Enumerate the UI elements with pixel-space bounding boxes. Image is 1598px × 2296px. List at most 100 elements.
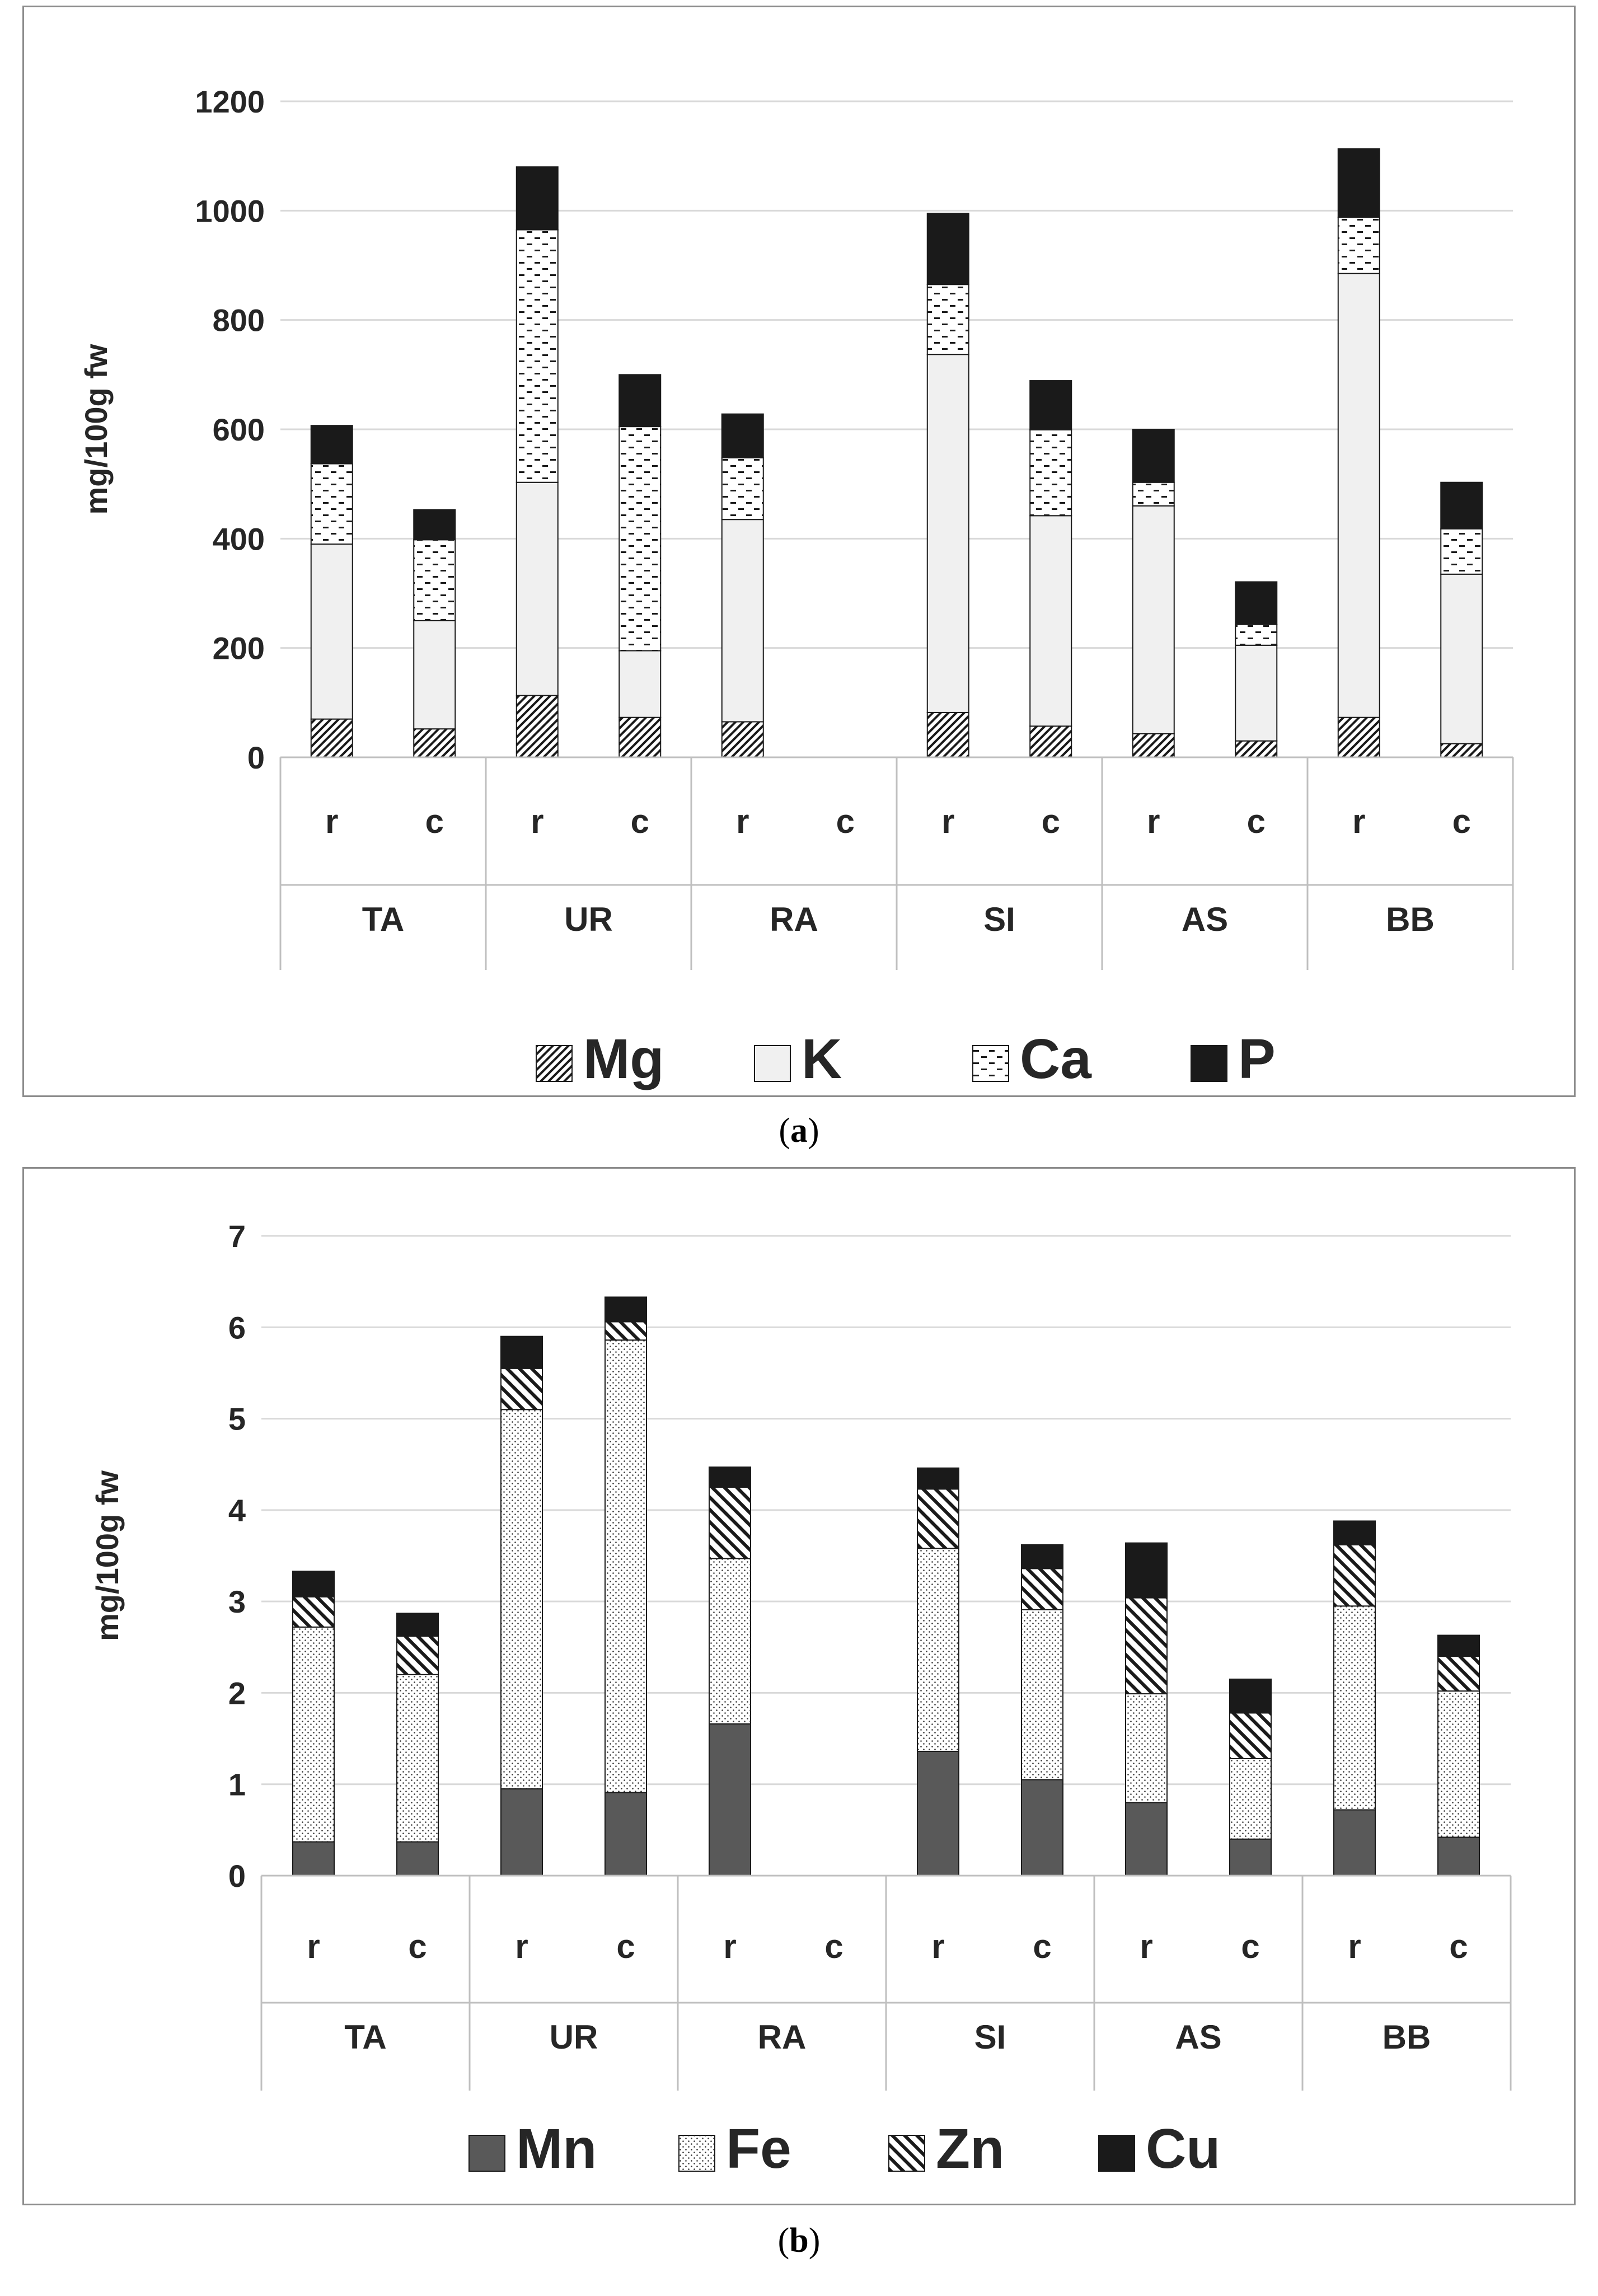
bar-segment-k-si-c <box>1029 515 1072 727</box>
bar-segment-zn-si-c <box>1021 1568 1063 1610</box>
legend-label-mn: Mn <box>516 2117 597 2180</box>
legend-item-p: P <box>1191 1028 1276 1090</box>
chart-a-svg: 0 200 400 600 800 1000 1200 mg/100g fw r c TA r c UR r… <box>78 84 1514 1090</box>
bar-segment-zn-bb-r <box>1333 1544 1376 1607</box>
bar-segment-cu-ta-c <box>396 1613 439 1637</box>
bar-segment-zn-as-r <box>1125 1597 1168 1695</box>
bar-segment-p-bb-c <box>1440 481 1483 530</box>
x-subcategory-label: c <box>616 1928 635 1965</box>
caption-b-label: b <box>789 2222 809 2260</box>
x-subcategory-label: c <box>824 1928 843 1965</box>
x-group-label: RA <box>758 2018 807 2056</box>
x-subcategory-label: r <box>1147 803 1160 840</box>
bar-segment-p-ta-c <box>413 509 456 541</box>
x-group-label: SI <box>983 901 1015 938</box>
legend-swatch-mg <box>536 1045 573 1082</box>
x-subcategory-label: r <box>1352 803 1365 840</box>
bar-segment-zn-ur-r <box>500 1367 543 1411</box>
bar-segment-zn-as-c <box>1229 1712 1272 1759</box>
legend-swatch-mn <box>468 2135 505 2172</box>
y-tick-label: 800 <box>213 303 265 338</box>
bar-segment-mn-ta-c <box>396 1841 439 1876</box>
y-tick-label: 4 <box>228 1493 246 1528</box>
x-subcategory-label: r <box>1140 1928 1152 1965</box>
bar-segment-p-ur-c <box>618 374 662 428</box>
bar-segment-ca-bb-r <box>1337 217 1380 274</box>
bar-segment-mn-as-r <box>1125 1802 1168 1877</box>
caption-b-open: ( <box>777 2222 790 2260</box>
x-subcategory-label: r <box>1348 1928 1361 1965</box>
x-group-label: BB <box>1383 2018 1431 2056</box>
x-subcategory-label: c <box>408 1928 427 1965</box>
bar-segment-cu-ur-r <box>500 1336 543 1369</box>
bar-segment-mg-bb-r <box>1337 716 1380 758</box>
legend-swatch-cu <box>1098 2135 1135 2172</box>
x-subcategory-label: r <box>515 1928 528 1965</box>
bar-segment-p-ur-r <box>516 166 559 231</box>
caption-b: (b) <box>0 2221 1598 2261</box>
x-subcategory-label: r <box>736 803 749 840</box>
bar-segment-zn-si-r <box>917 1488 959 1549</box>
bar-segment-mn-bb-c <box>1437 1836 1480 1877</box>
legend-swatch-k <box>754 1045 791 1082</box>
x-group-label: SI <box>974 2018 1006 2056</box>
bar-segment-fe-ra-r <box>709 1558 751 1725</box>
legend-label-fe: Fe <box>726 2117 791 2180</box>
bar-segment-cu-ra-r <box>709 1466 751 1488</box>
legend-item-cu: Cu <box>1098 2117 1220 2180</box>
bar-segment-mg-bb-c <box>1440 743 1483 758</box>
legend-item-fe: Fe <box>678 2117 791 2180</box>
caption-a-label: a <box>790 1112 808 1150</box>
y-axis-title: mg/100g fw <box>78 344 114 514</box>
caption-a-open: ( <box>779 1112 790 1150</box>
bar-segment-zn-ta-r <box>292 1596 335 1628</box>
x-group-label: UR <box>550 2018 598 2056</box>
bar-segment-ca-si-c <box>1029 429 1072 517</box>
x-group-label: UR <box>564 901 613 938</box>
x-group-label: TA <box>362 901 405 938</box>
bar-segment-cu-as-r <box>1125 1542 1168 1599</box>
bar-segment-zn-ta-c <box>396 1636 439 1675</box>
bar-segment-fe-si-c <box>1021 1609 1063 1780</box>
x-subcategory-label: c <box>1449 1928 1468 1965</box>
y-tick-label: 2 <box>228 1675 246 1711</box>
bar-segment-fe-bb-r <box>1333 1605 1376 1811</box>
y-tick-label: 1000 <box>195 193 265 228</box>
x-subcategory-label: r <box>325 803 338 840</box>
y-tick-label: 400 <box>213 521 265 556</box>
bar-segment-cu-bb-c <box>1437 1634 1480 1657</box>
bar-segment-mg-ta-r <box>310 718 353 758</box>
bar-segment-cu-ur-c <box>604 1296 647 1323</box>
bar-segment-p-as-r <box>1132 429 1175 483</box>
x-subcategory-label: c <box>631 803 649 840</box>
x-group-label: TA <box>344 2018 387 2056</box>
bar-segment-mg-as-c <box>1235 740 1278 758</box>
bar-segment-mn-as-c <box>1229 1838 1272 1876</box>
legend-swatch-fe <box>678 2135 715 2172</box>
bar-segment-k-as-r <box>1132 505 1175 735</box>
x-group-label: BB <box>1386 901 1435 938</box>
x-subcategory-label: r <box>307 1928 320 1965</box>
bar-segment-p-ta-r <box>310 425 353 465</box>
bar-segment-k-bb-r <box>1337 273 1380 718</box>
y-tick-label: 0 <box>247 740 265 775</box>
legend-item-zn: Zn <box>888 2117 1004 2180</box>
x-group-label: RA <box>770 901 818 938</box>
x-subcategory-label: c <box>1033 1928 1051 1965</box>
bar-segment-mn-bb-r <box>1333 1809 1376 1877</box>
legend-swatch-zn <box>888 2135 925 2172</box>
bar-segment-cu-si-r <box>917 1467 959 1490</box>
bar-segment-ca-ur-c <box>618 426 662 652</box>
bar-segment-k-bb-c <box>1440 573 1483 744</box>
y-tick-label: 1 <box>228 1767 246 1802</box>
x-group-label: AS <box>1175 2018 1221 2056</box>
bar-segment-ca-as-r <box>1132 481 1175 507</box>
bar-segment-ca-ra-r <box>721 457 764 521</box>
x-subcategory-label: r <box>531 803 543 840</box>
bar-segment-mn-ra-r <box>709 1723 751 1877</box>
legend-item-mg: Mg <box>536 1028 664 1090</box>
bar-segment-mn-ur-c <box>604 1792 647 1877</box>
bar-segment-fe-bb-c <box>1437 1690 1480 1838</box>
legend-item-ca: Ca <box>972 1028 1092 1090</box>
bar-segment-fe-as-r <box>1125 1693 1168 1803</box>
